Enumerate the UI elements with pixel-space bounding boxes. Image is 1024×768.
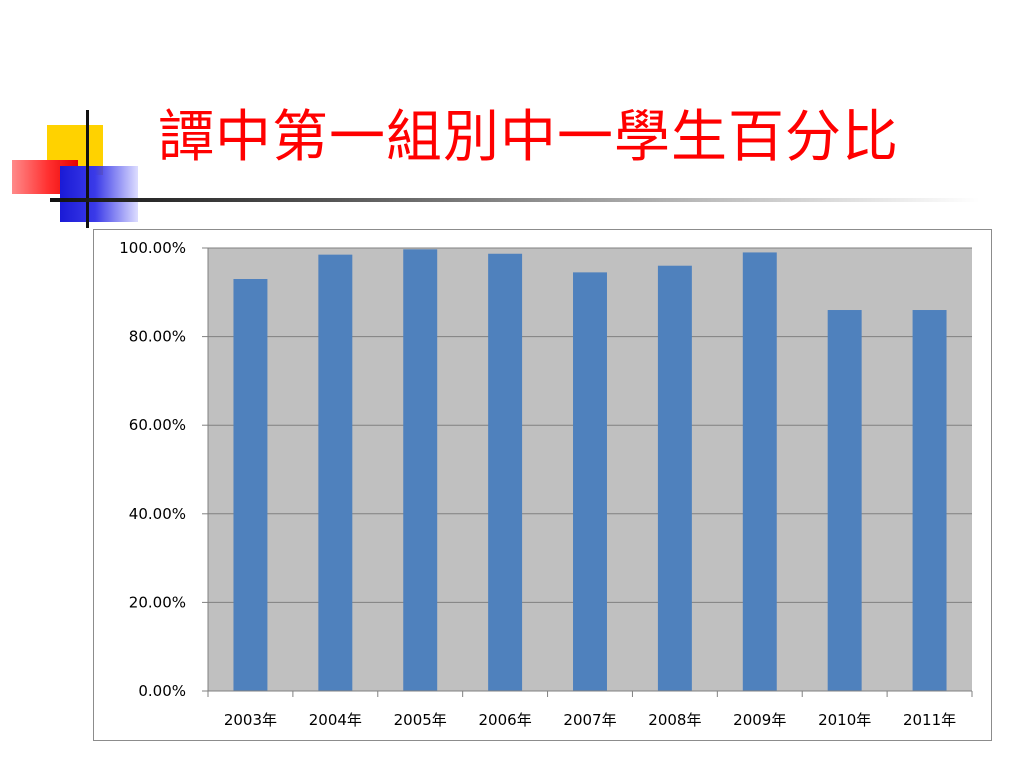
bar [912,310,947,691]
x-tick-label: 2006年 [479,711,532,729]
bar [233,279,268,691]
y-tick-label: 100.00% [119,239,186,257]
y-tick-label: 20.00% [129,593,186,611]
bar [742,252,777,691]
y-tick-label: 0.00% [138,682,186,700]
y-tick-label: 80.00% [129,328,186,346]
x-tick-label: 2011年 [903,711,956,729]
x-tick-label: 2004年 [309,711,362,729]
bar [657,265,692,691]
bar [573,272,607,691]
x-tick-label: 2005年 [394,711,447,729]
slide-title: 譚中第一組別中一學生百分比 [158,105,899,170]
axes [202,247,973,697]
bars [233,249,947,692]
tick-labels: 0.00% 20.00% 40.00% 60.00% 80.00% 100.00% 2003… [119,239,956,729]
title-underline [50,198,980,202]
x-tick-label: 2007年 [563,711,616,729]
x-tick-label: 2008年 [648,711,701,729]
bar [827,310,862,691]
decor-vertical-line [86,110,89,228]
decor-blue-square [60,166,138,222]
x-tick-label: 2003年 [224,711,277,729]
y-tick-label: 60.00% [129,416,186,434]
bar-chart: 0.00% 20.00% 40.00% 60.00% 80.00% 100.00% 2003… [119,239,973,729]
bar [403,249,438,692]
x-tick-label: 2010年 [818,711,871,729]
bar [488,253,523,691]
y-tick-label: 40.00% [129,505,186,523]
x-tick-label: 2009年 [733,711,786,729]
bar [318,254,353,691]
